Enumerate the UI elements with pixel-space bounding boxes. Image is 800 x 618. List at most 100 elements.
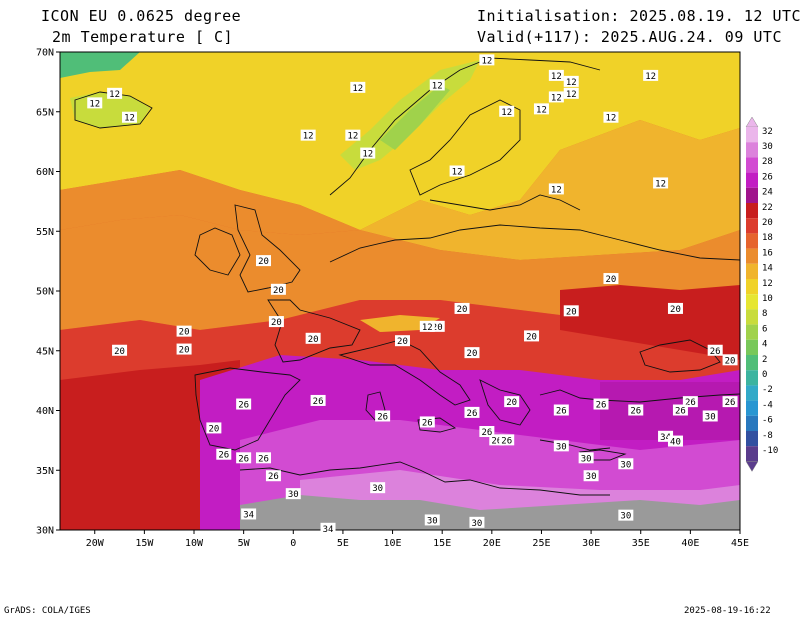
colorbar-label: -8 xyxy=(762,431,773,441)
contour-label: 26 xyxy=(236,398,252,411)
contour-label: 26 xyxy=(216,448,232,461)
svg-text:12: 12 xyxy=(481,56,492,66)
y-tick-label: 35N xyxy=(36,466,54,477)
model-title: ICON EU 0.0625 degree xyxy=(41,7,242,25)
contour-label: 26 xyxy=(375,410,391,422)
x-tick-label: 5W xyxy=(238,538,251,549)
contour-label: 30 xyxy=(285,488,301,500)
contour-label: 40 xyxy=(667,435,683,448)
y-tick-label: 50N xyxy=(36,287,54,298)
svg-text:26: 26 xyxy=(630,407,641,417)
svg-text:20: 20 xyxy=(397,337,408,347)
colorbar-label: 20 xyxy=(762,218,773,228)
latitude-axis: 70N 65N 60N 55N 50N 45N 40N 35N 30N xyxy=(36,48,60,537)
contour-label: 20 xyxy=(563,305,579,317)
colorbar-swatch xyxy=(746,279,758,295)
svg-text:12: 12 xyxy=(566,78,577,88)
colorbar-label: 22 xyxy=(762,203,773,213)
x-tick-label: 45E xyxy=(731,538,749,549)
contour-label: 26 xyxy=(722,396,738,408)
contour-label: 20 xyxy=(176,343,192,356)
svg-text:20: 20 xyxy=(432,323,443,333)
colorbar-label: 14 xyxy=(762,264,773,274)
contour-label: 30 xyxy=(424,514,440,526)
contour-label: 26 xyxy=(682,396,698,408)
svg-text:20: 20 xyxy=(308,335,319,345)
colorbar-label: -10 xyxy=(762,446,778,456)
contour-label: 12 xyxy=(563,75,579,88)
colorbar-swatch xyxy=(746,385,758,401)
contour-label: 26 xyxy=(479,426,495,438)
contour-label: 20 xyxy=(270,283,286,296)
svg-text:26: 26 xyxy=(268,472,279,482)
colorbar-swatch xyxy=(746,309,758,325)
svg-text:34: 34 xyxy=(243,510,254,520)
svg-text:26: 26 xyxy=(596,401,607,411)
svg-text:30: 30 xyxy=(620,512,631,522)
contour-label: 26 xyxy=(464,406,480,419)
colorbar-label: -4 xyxy=(762,400,773,410)
svg-text:12: 12 xyxy=(452,168,463,178)
colorbar-swatch xyxy=(746,248,758,264)
colorbar-label: 4 xyxy=(762,340,767,350)
colorbar-swatch xyxy=(746,172,758,188)
contour-label: 20 xyxy=(504,396,520,408)
coastlines xyxy=(74,57,740,496)
svg-text:26: 26 xyxy=(685,398,696,408)
colorbar-swatch xyxy=(746,415,758,431)
colorbar-swatch xyxy=(746,127,758,143)
x-tick-label: 10W xyxy=(185,538,204,549)
svg-text:30: 30 xyxy=(372,484,383,494)
contour-label: 30 xyxy=(578,452,594,464)
contour-label: 30 xyxy=(702,410,718,422)
contour-label: 20 xyxy=(603,273,619,285)
contour-label: 12 xyxy=(300,129,316,142)
svg-text:12: 12 xyxy=(109,90,120,100)
svg-text:26: 26 xyxy=(313,397,324,407)
colorbar-arrow-top xyxy=(745,116,759,128)
colorbar-swatch xyxy=(746,157,758,173)
colorbar-label: 8 xyxy=(762,309,767,319)
colorbar-label: 28 xyxy=(762,157,773,167)
contour-labels: 12 12 12 12 12 12 12 12 12 12 12 12 12 12 12 12 12 12 12 12… xyxy=(87,54,738,535)
svg-text:20: 20 xyxy=(258,257,269,267)
svg-text:20: 20 xyxy=(273,286,284,296)
svg-text:20: 20 xyxy=(566,307,577,317)
contour-label: 12 xyxy=(548,91,564,103)
svg-text:26: 26 xyxy=(491,436,502,446)
x-tick-label: 15W xyxy=(135,538,154,549)
contour-label: 12 xyxy=(360,147,376,160)
colorbar-label: 26 xyxy=(762,172,773,182)
temperature-field xyxy=(60,52,740,530)
x-tick-label: 10E xyxy=(384,538,402,549)
svg-text:12: 12 xyxy=(551,93,562,103)
svg-text:12: 12 xyxy=(89,99,100,109)
svg-text:30: 30 xyxy=(427,516,438,526)
colorbar-label: -2 xyxy=(762,385,773,395)
contour-label: 26 xyxy=(499,434,515,446)
svg-text:12: 12 xyxy=(536,105,547,115)
svg-text:30: 30 xyxy=(586,472,597,482)
colorbar-label: 16 xyxy=(762,248,773,258)
contour-label: 26 xyxy=(672,404,688,417)
svg-text:20: 20 xyxy=(208,424,219,434)
initialisation-time: Initialisation: 2025.08.19. 12 UTC xyxy=(477,7,800,25)
contour-label: 20 xyxy=(176,325,192,338)
contour-label: 12 xyxy=(429,79,445,91)
svg-text:20: 20 xyxy=(506,398,517,408)
contour-label: 30 xyxy=(370,482,386,494)
contour-label: 26 xyxy=(265,470,281,482)
x-tick-label: 30E xyxy=(582,538,600,549)
svg-text:12: 12 xyxy=(422,323,433,333)
svg-text:12: 12 xyxy=(303,132,314,142)
svg-text:30: 30 xyxy=(705,412,716,422)
contour-label: 30 xyxy=(618,458,634,470)
colorbar-swatch xyxy=(746,339,758,355)
svg-text:20: 20 xyxy=(114,347,125,357)
svg-text:26: 26 xyxy=(710,347,721,357)
colorbar-swatch xyxy=(746,431,758,447)
svg-text:30: 30 xyxy=(472,519,483,529)
contour-label: 12 xyxy=(548,69,564,82)
svg-text:26: 26 xyxy=(377,412,388,422)
